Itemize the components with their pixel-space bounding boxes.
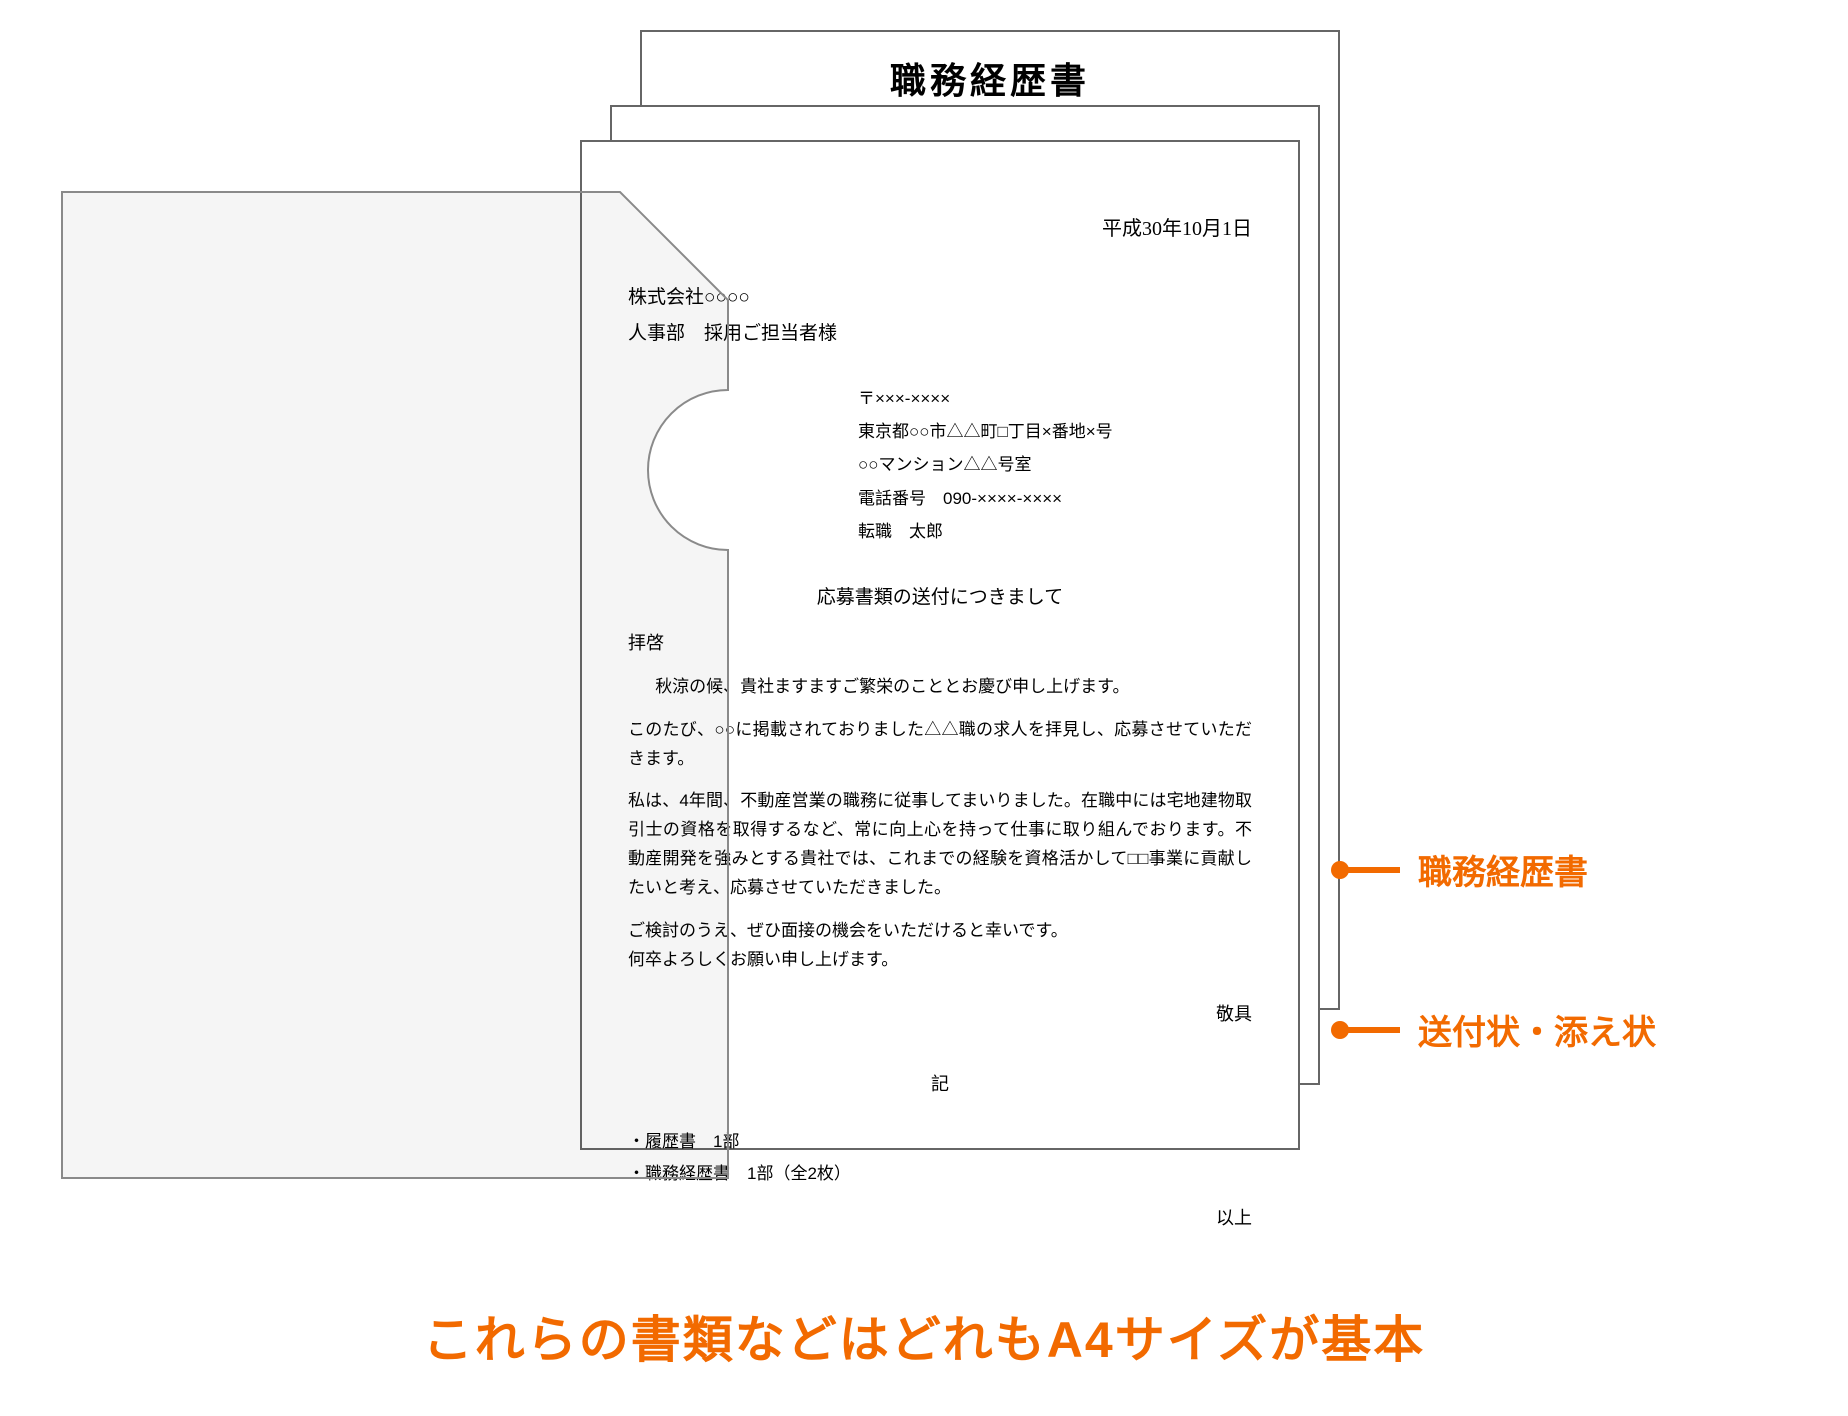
cover-to-line2: 人事部 採用ご担当者様	[628, 316, 1252, 352]
cover-date: 平成30年10月1日	[628, 212, 1252, 246]
page-cover-letter: 平成30年10月1日 株式会社○○○○ 人事部 採用ご担当者様 〒×××-×××…	[580, 140, 1300, 1150]
cover-to: 株式会社○○○○ 人事部 採用ご担当者様	[628, 280, 1252, 352]
cover-p1: このたび、○○に掲載されておりました△△職の求人を拝見し、応募させていただきます…	[628, 716, 1252, 774]
sender-phone: 電話番号 090-××××-××××	[858, 482, 1252, 515]
cover-ki: 記	[628, 1069, 1252, 1100]
bottom-note: これらの書類などはどれもA4サイズが基本	[0, 1300, 1848, 1372]
cover-subject: 応募書類の送付につきまして	[628, 582, 1252, 614]
cover-encl-2: ・職務経歴書 1部（全2枚）	[628, 1158, 1252, 1190]
cover-p3b: 何卒よろしくお願い申し上げます。	[628, 946, 1252, 975]
cover-keigu: 敬具	[628, 999, 1252, 1030]
callout-cover-letter: 送付状・添え状	[1340, 1005, 1656, 1054]
cover-greet: 秋涼の候、貴社ますますご繁栄のこととお慶び申し上げます。	[628, 673, 1252, 702]
cover-encl-1: ・履歴書 1部	[628, 1126, 1252, 1158]
cover-to-line1: 株式会社○○○○	[628, 280, 1252, 316]
cover-p2: 私は、4年間、不動産営業の職務に従事してまいりました。在職中には宅地建物取引士の…	[628, 787, 1252, 903]
callout-tick-icon	[1340, 867, 1400, 873]
cover-p3a: ご検討のうえ、ぜひ面接の機会をいただけると幸いです。	[628, 917, 1252, 946]
cover-sender: 〒×××-×××× 東京都○○市△△町□丁目×番地×号 ○○マンション△△号室 …	[858, 382, 1252, 548]
sender-postal: 〒×××-××××	[858, 382, 1252, 415]
cover-enclosures: ・履歴書 1部 ・職務経歴書 1部（全2枚）	[628, 1126, 1252, 1191]
sender-name: 転職 太郎	[858, 515, 1252, 548]
callout-cover-label: 送付状・添え状	[1418, 1005, 1656, 1054]
callout-resume-label: 職務経歴書	[1418, 845, 1588, 894]
stage: 職務経歴書 平成30年10月1日 株式会社○○○○ 人事部 採用ご担当者様 〒×…	[0, 0, 1848, 1416]
cover-haikei: 拝啓	[628, 628, 1252, 659]
sender-addr1: 東京都○○市△△町□丁目×番地×号	[858, 415, 1252, 448]
sender-addr2: ○○マンション△△号室	[858, 448, 1252, 481]
cover-ijo: 以上	[628, 1203, 1252, 1234]
callout-resume: 職務経歴書	[1340, 845, 1588, 894]
resume-title: 職務経歴書	[642, 52, 1338, 104]
callout-tick-icon	[1340, 1027, 1400, 1033]
